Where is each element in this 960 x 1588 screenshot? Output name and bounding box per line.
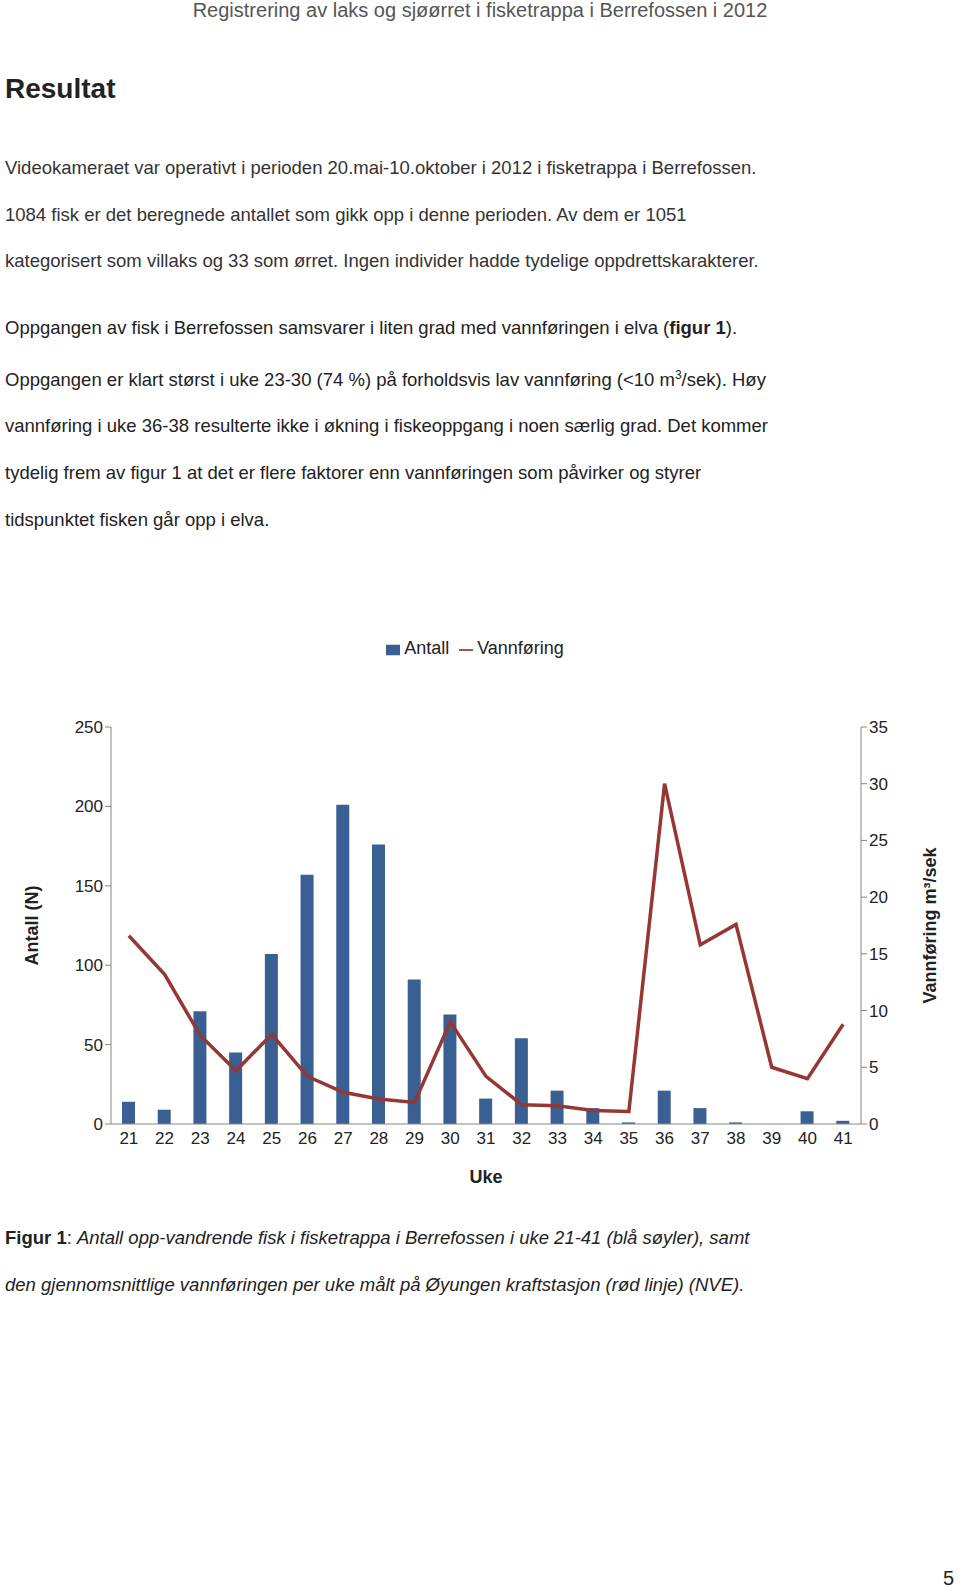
svg-text:Uke: Uke xyxy=(469,1167,502,1187)
svg-text:25: 25 xyxy=(869,831,888,850)
html-text:Figur 1: Antall opp-vandrende: Figur 1: Antall opp-vandrende fisk i fis… xyxy=(5,1227,750,1248)
svg-text:25: 25 xyxy=(262,1129,281,1148)
html-text:Registrering av laks og sjøørr: Registrering av laks og sjøørret i fiske… xyxy=(192,0,768,21)
svg-text:33: 33 xyxy=(548,1129,567,1148)
svg-text:20: 20 xyxy=(869,888,888,907)
svg-text:26: 26 xyxy=(298,1129,317,1148)
html-text:Oppgangen av fisk i Berrefosse: Oppgangen av fisk i Berrefossen samsvare… xyxy=(5,317,738,338)
svg-text:35: 35 xyxy=(869,718,888,737)
svg-text:30: 30 xyxy=(441,1129,460,1148)
svg-text:22: 22 xyxy=(155,1129,174,1148)
svg-text:41: 41 xyxy=(834,1129,853,1148)
html-text:Vannføring: Vannføring xyxy=(477,638,564,658)
svg-text:15: 15 xyxy=(869,945,888,964)
svg-text:29: 29 xyxy=(405,1129,424,1148)
svg-text:0: 0 xyxy=(869,1115,878,1134)
svg-text:Antall (N): Antall (N) xyxy=(22,886,42,966)
html-text:den gjennomsnittlige vannførin: den gjennomsnittlige vannføringen per uk… xyxy=(5,1273,745,1295)
svg-text:37: 37 xyxy=(691,1129,710,1148)
svg-text:30: 30 xyxy=(869,775,888,794)
html-text:5: 5 xyxy=(942,1567,954,1588)
svg-text:40: 40 xyxy=(798,1129,817,1148)
svg-text:39: 39 xyxy=(762,1129,781,1148)
svg-text:27: 27 xyxy=(334,1129,353,1148)
svg-text:31: 31 xyxy=(477,1129,496,1148)
html-text:tydelig frem av figur 1 at det: tydelig frem av figur 1 at det er flere … xyxy=(5,461,702,483)
svg-text:100: 100 xyxy=(75,956,103,975)
html-text:Oppgangen er klart størst i uk: Oppgangen er klart størst i uke 23-30 (7… xyxy=(5,367,766,390)
svg-text:36: 36 xyxy=(655,1129,674,1148)
html-text:Videokameraet var operativt i: Videokameraet var operativt i perioden 2… xyxy=(5,157,757,178)
svg-text:32: 32 xyxy=(512,1129,531,1148)
html-text:vannføring i uke 36-38 resulte: vannføring i uke 36-38 resulterte ikke i… xyxy=(5,415,768,437)
svg-text:250: 250 xyxy=(75,718,103,737)
html-text:tidspunktet fisken går opp i e: tidspunktet fisken går opp i elva. xyxy=(5,508,270,530)
html-text:Antall: Antall xyxy=(404,638,450,658)
svg-text:35: 35 xyxy=(619,1129,638,1148)
svg-text:10: 10 xyxy=(869,1002,888,1021)
svg-text:5: 5 xyxy=(869,1058,878,1077)
svg-text:200: 200 xyxy=(75,797,103,816)
svg-text:34: 34 xyxy=(584,1129,603,1148)
svg-text:Vannføring m³/sek: Vannføring m³/sek xyxy=(920,847,940,1004)
svg-text:50: 50 xyxy=(84,1036,103,1055)
svg-text:38: 38 xyxy=(727,1129,746,1148)
svg-text:21: 21 xyxy=(119,1129,138,1148)
svg-text:0: 0 xyxy=(94,1115,103,1134)
html-text:1084 fisk er det beregnede ant: 1084 fisk er det beregnede antallet som … xyxy=(5,203,687,225)
svg-text:23: 23 xyxy=(191,1129,210,1148)
html-text:kategorisert som villaks og 33: kategorisert som villaks og 33 som ørret… xyxy=(5,250,759,272)
svg-text:28: 28 xyxy=(369,1129,388,1148)
html-text:Resultat: Resultat xyxy=(5,73,116,104)
svg-text:24: 24 xyxy=(227,1129,246,1148)
svg-text:150: 150 xyxy=(75,877,103,896)
